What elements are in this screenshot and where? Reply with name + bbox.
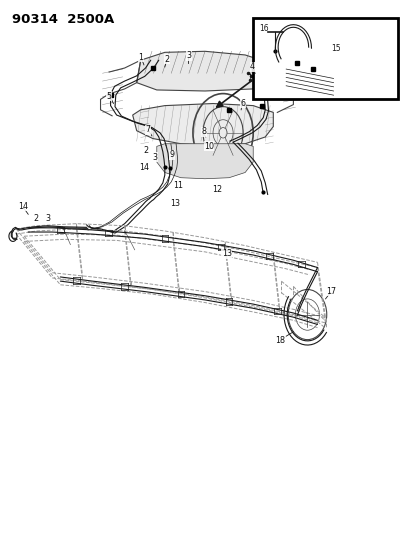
Text: 17: 17 [326,287,336,296]
Polygon shape [133,103,273,146]
Text: 11: 11 [172,181,182,190]
Text: 15: 15 [331,44,340,53]
Text: 6: 6 [240,99,245,108]
Text: 2: 2 [164,54,169,63]
Text: 2: 2 [33,214,38,223]
Text: 90314  2500A: 90314 2500A [12,13,114,26]
Text: 3: 3 [152,153,157,162]
Bar [253,19,397,99]
Text: 18: 18 [275,336,285,345]
Text: 14: 14 [139,163,148,172]
Text: 3: 3 [46,214,51,223]
Text: 8: 8 [201,127,206,136]
Text: 13: 13 [169,199,180,208]
Text: 3: 3 [186,52,191,61]
Text: 13: 13 [221,249,231,259]
Text: 4: 4 [249,62,254,71]
Text: 7: 7 [145,125,150,134]
Text: 1: 1 [138,53,143,62]
Text: 12: 12 [211,185,222,193]
Text: 5: 5 [107,92,112,101]
Polygon shape [136,51,273,91]
Text: 16: 16 [258,25,268,34]
Text: 10: 10 [204,142,213,151]
Polygon shape [156,144,253,179]
Text: 14: 14 [18,202,28,211]
Text: 2: 2 [144,146,148,155]
Text: 9: 9 [169,150,174,159]
